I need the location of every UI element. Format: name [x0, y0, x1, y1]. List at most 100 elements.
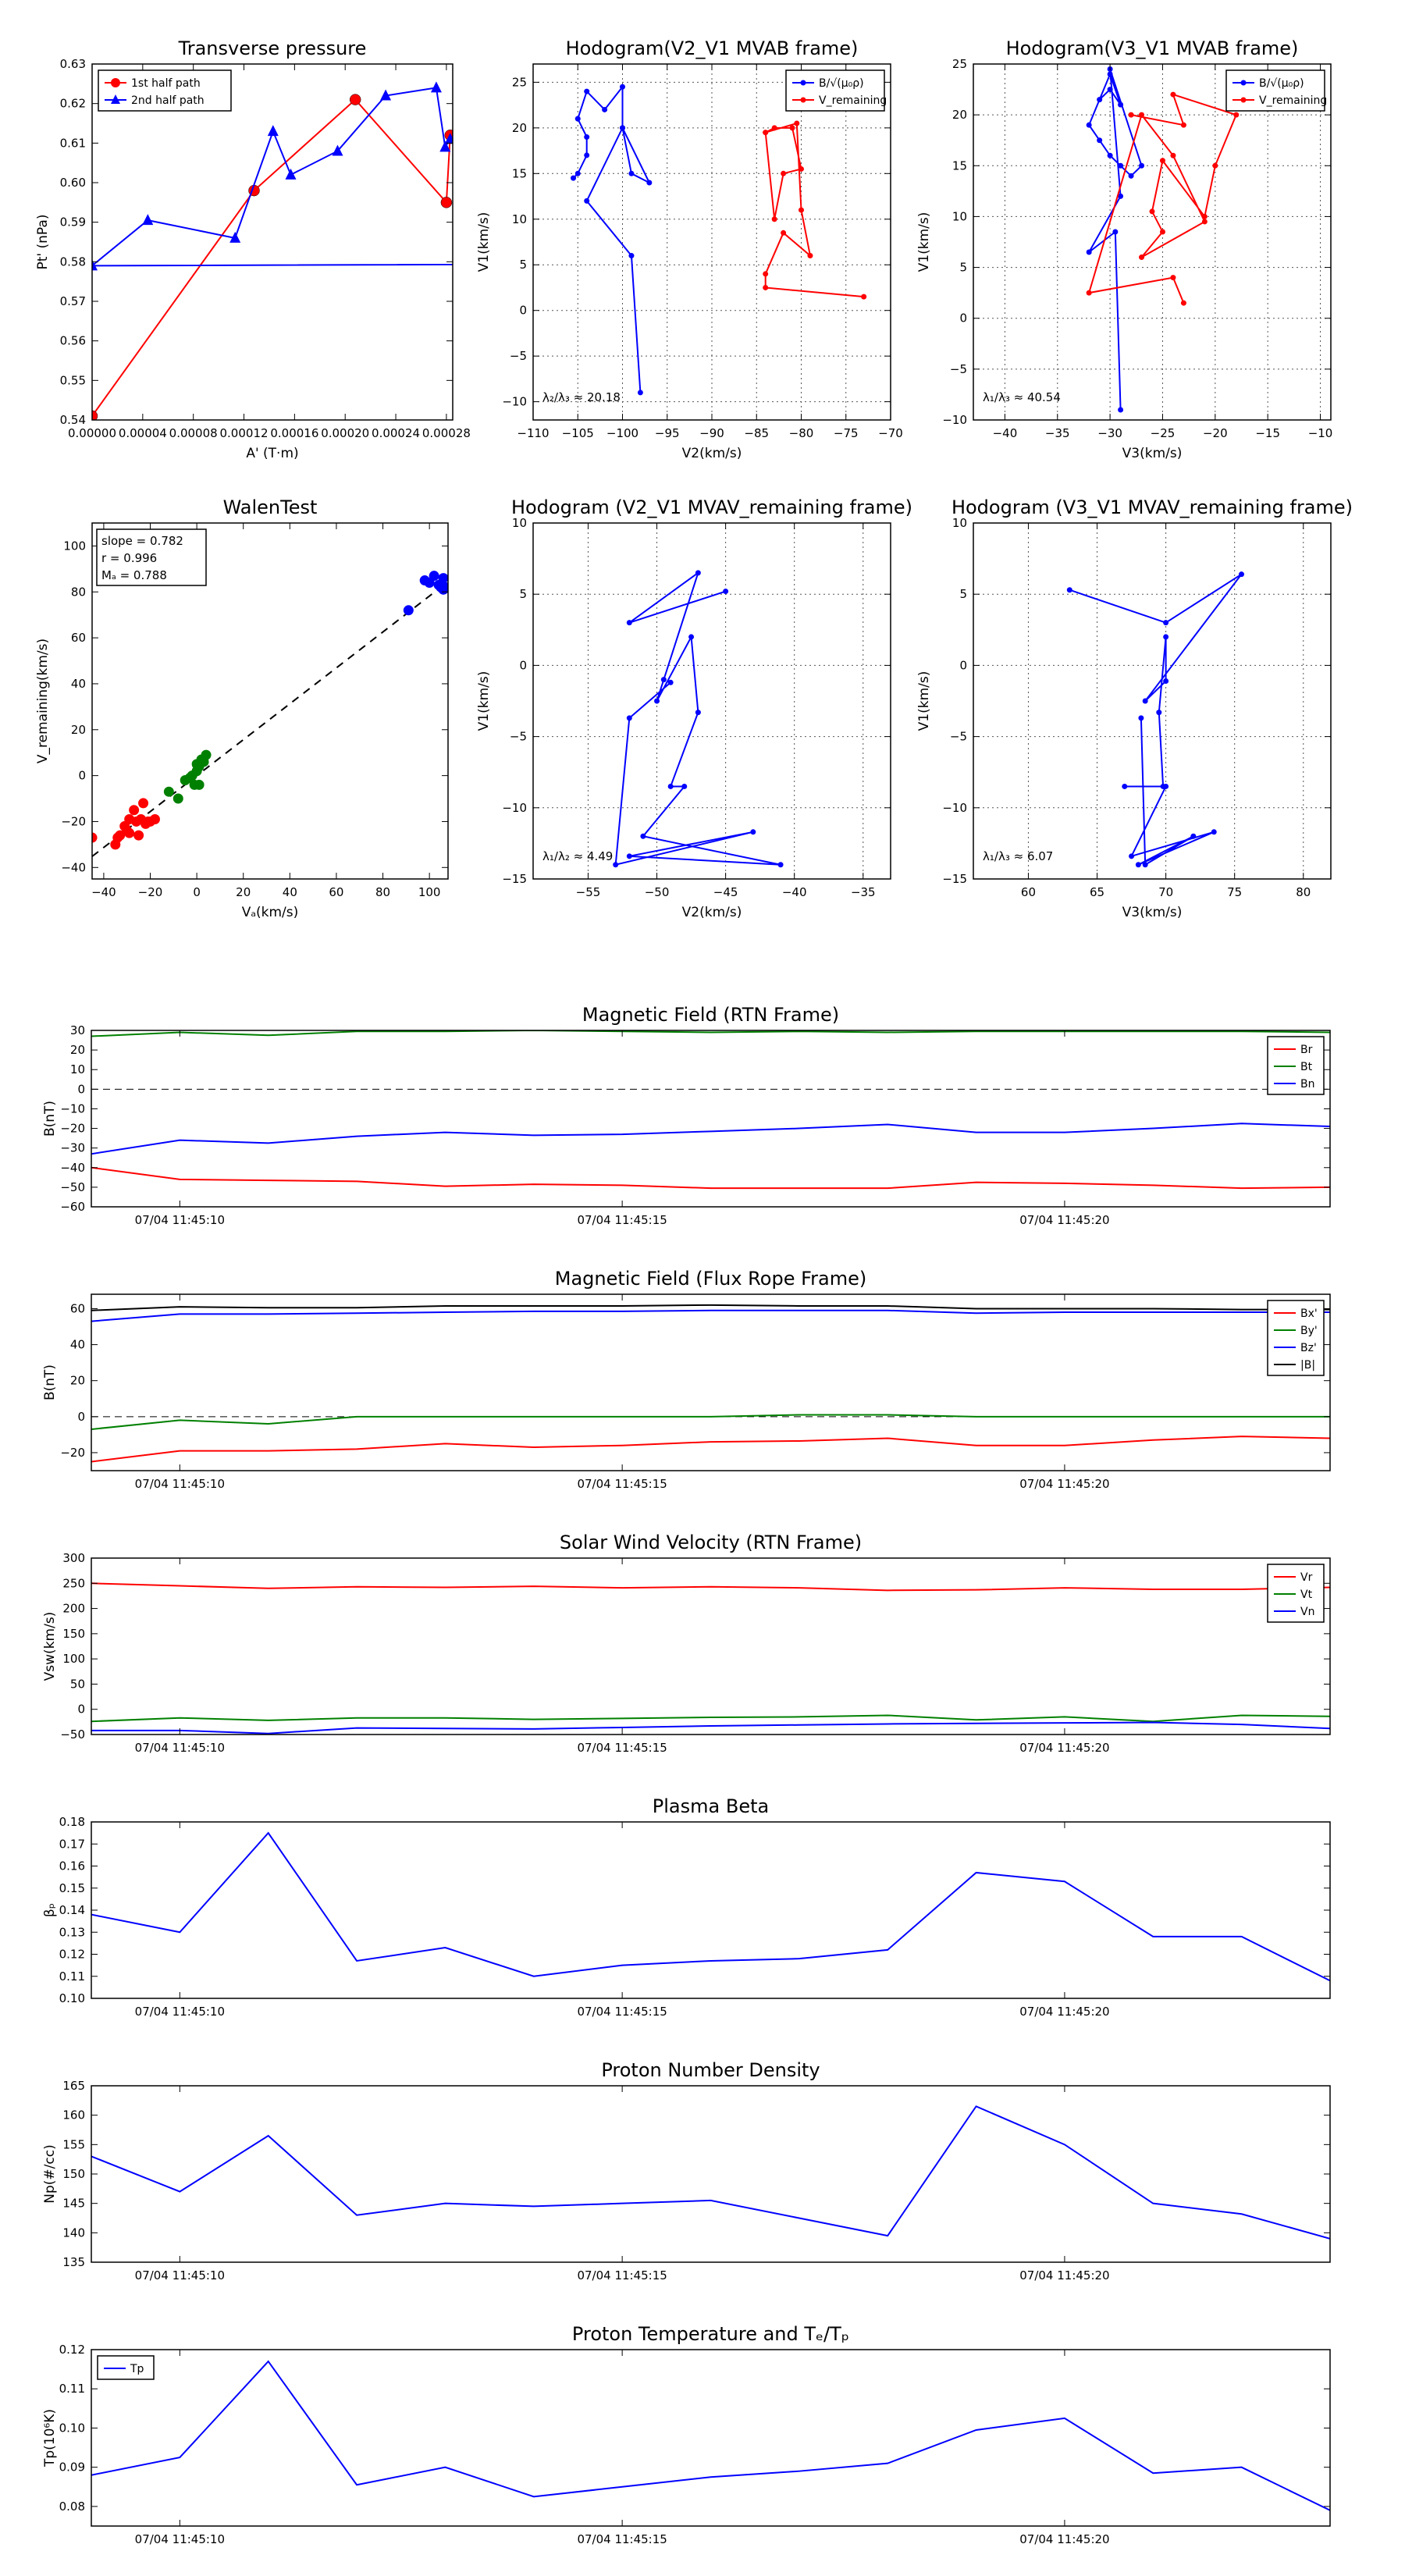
x-tick-label: 0.00000	[68, 426, 116, 440]
y-tick-label: 0.57	[60, 294, 86, 308]
data-point	[688, 634, 695, 640]
y-tick-label: 50	[70, 1677, 85, 1691]
data-point	[628, 253, 635, 259]
x-axis-label: V3(km/s)	[1122, 446, 1183, 461]
x-tick-label: 07/04 11:45:20	[1019, 2005, 1109, 2019]
x-tick-label: −70	[878, 426, 903, 440]
legend-marker	[800, 97, 806, 103]
data-point	[584, 152, 590, 158]
y-tick-label: 10	[70, 1062, 85, 1076]
y-tick-label: 10	[952, 516, 967, 530]
data-point	[771, 216, 777, 222]
stats-line: slope = 0.782	[101, 534, 183, 548]
plot-area	[91, 1582, 1330, 1735]
data-point	[1233, 112, 1240, 118]
x-tick-label: −25	[1151, 426, 1176, 440]
y-tick-label: 0.08	[59, 2500, 85, 2514]
plot-frame	[532, 522, 891, 880]
data-point	[1156, 710, 1162, 716]
y-tick-label: 0	[959, 658, 967, 672]
legend-label: 2nd half path	[131, 94, 205, 107]
data-point	[1139, 112, 1145, 118]
plot-frame	[91, 1821, 1331, 1999]
y-axis-label: B(nT)	[42, 1364, 58, 1400]
y-tick-label: −20	[60, 1446, 85, 1460]
data-point	[613, 862, 619, 868]
series-line-V_remaining	[764, 122, 864, 298]
y-tick-label: 20	[70, 1374, 85, 1388]
y-tick-label: 140	[62, 2226, 85, 2240]
chart-tp: Transverse pressure 0.00000 0.00004 0.00008…	[35, 37, 471, 461]
series-line-V_remaining	[1087, 93, 1238, 304]
x-tick-label: 07/04 11:45:10	[135, 2268, 225, 2282]
data-point	[667, 783, 674, 789]
data-point	[1190, 833, 1197, 839]
data-point	[681, 783, 688, 789]
legend-label: Bz'	[1300, 1342, 1317, 1354]
data-point	[781, 170, 787, 176]
y-tick-label: −40	[61, 860, 86, 874]
y-tick-label: 60	[70, 1301, 85, 1315]
legend-label: Bn	[1300, 1078, 1314, 1091]
stats-line: r = 0.996	[101, 551, 157, 565]
plot-frame	[91, 1557, 1331, 1735]
y-tick-label: −5	[510, 730, 527, 744]
legend-label: 1st half path	[131, 77, 201, 90]
y-tick-label: 0.17	[59, 1837, 85, 1851]
y-tick-label: 0	[77, 1703, 85, 1717]
series-line-B/√(μ₀ρ)	[1088, 69, 1143, 411]
data-point	[1129, 853, 1135, 859]
data-point	[584, 134, 590, 141]
data-point	[149, 814, 160, 825]
x-tick-label: 70	[1158, 885, 1173, 899]
legend-label: V_remaining	[1259, 94, 1327, 107]
y-tick-label: 15	[952, 158, 967, 173]
data-point	[1138, 715, 1144, 721]
y-tick-label: 135	[62, 2255, 85, 2269]
data-point	[584, 88, 590, 94]
data-point	[115, 830, 126, 841]
data-point	[1118, 193, 1124, 199]
y-tick-label: 0.12	[59, 1948, 85, 1962]
data-point	[124, 827, 135, 838]
y-tick-label: 80	[71, 585, 86, 599]
data-point	[430, 81, 442, 93]
y-tick-label: −40	[60, 1161, 85, 1175]
plot-area	[91, 1030, 1330, 1190]
x-tick-label: 07/04 11:45:15	[577, 2268, 667, 2282]
x-tick-label: 07/04 11:45:15	[577, 1213, 667, 1227]
data-point	[750, 829, 756, 835]
legend-box	[785, 69, 885, 112]
data-point	[444, 133, 453, 144]
chart-title: Hodogram (V2_V1 MVAV_remaining frame)	[511, 496, 912, 518]
legend-box	[1225, 69, 1325, 112]
data-point	[1086, 122, 1092, 128]
y-tick-label: −10	[60, 1101, 85, 1115]
x-tick-label: −90	[699, 426, 724, 440]
ratio-annotation: λ₁/λ₂ ≈ 4.49	[542, 849, 613, 863]
data-point	[628, 170, 635, 176]
data-point	[1097, 137, 1103, 144]
x-axis-label: V2(km/s)	[682, 446, 742, 461]
data-point	[789, 125, 795, 131]
y-tick-label: −50	[60, 1180, 85, 1194]
series-line-Bz'	[91, 1309, 1330, 1322]
data-point	[695, 570, 701, 576]
series-line-1st half path	[92, 98, 451, 417]
y-tick-label: 15	[512, 166, 527, 180]
x-tick-label: 65	[1090, 885, 1104, 899]
y-tick-label: 0	[519, 304, 527, 318]
x-tick-label: 20	[236, 885, 251, 899]
series-line-B/√(μ₀ρ)	[572, 84, 652, 393]
y-tick-label: 250	[62, 1576, 85, 1590]
data-point	[424, 577, 435, 588]
data-point	[440, 197, 453, 208]
y-tick-label: 0.18	[59, 1815, 85, 1829]
x-tick-label: −35	[851, 885, 876, 899]
y-axis-label: V_remaining(km/s)	[35, 639, 51, 763]
y-tick-label: 150	[62, 1627, 85, 1641]
data-point	[1239, 571, 1244, 578]
data-point	[1211, 829, 1217, 835]
data-point	[667, 679, 674, 685]
y-tick-label: 20	[70, 1043, 85, 1057]
